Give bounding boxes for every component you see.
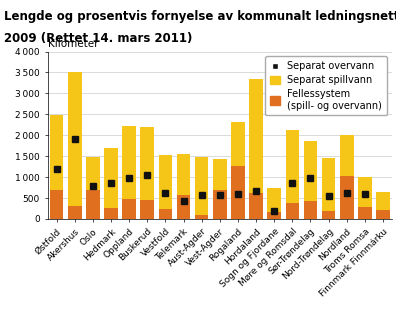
Bar <box>213 191 227 219</box>
Bar <box>286 130 299 204</box>
Bar <box>177 195 190 219</box>
Bar <box>376 192 390 210</box>
Bar <box>158 209 172 219</box>
Bar <box>86 157 100 190</box>
Bar <box>141 127 154 200</box>
Text: Lengde og prosentvis fornyelse av kommunalt ledningsnett.: Lengde og prosentvis fornyelse av kommun… <box>4 10 396 23</box>
Bar <box>267 187 281 212</box>
Bar <box>177 154 190 195</box>
Bar <box>340 135 354 176</box>
Bar <box>249 79 263 193</box>
Bar <box>122 126 136 199</box>
Bar <box>104 208 118 219</box>
Legend: Separat overvann, Separat spillvann, Fellessystem
(spill- og overvann): Separat overvann, Separat spillvann, Fel… <box>265 56 387 116</box>
Bar <box>358 177 371 207</box>
Bar <box>122 199 136 219</box>
Bar <box>86 190 100 219</box>
Bar <box>158 155 172 209</box>
Bar <box>213 159 227 191</box>
Bar <box>231 122 245 166</box>
Bar <box>304 201 317 219</box>
Bar <box>195 215 208 219</box>
Bar <box>50 190 63 219</box>
Bar <box>104 148 118 208</box>
Bar <box>195 157 208 215</box>
Bar <box>267 212 281 219</box>
Bar <box>322 158 335 211</box>
Text: 2009 (Rettet 14. mars 2011): 2009 (Rettet 14. mars 2011) <box>4 32 192 45</box>
Bar <box>340 176 354 219</box>
Bar <box>322 211 335 219</box>
Text: Kilometer: Kilometer <box>48 39 98 49</box>
Bar <box>231 166 245 219</box>
Bar <box>50 115 63 190</box>
Bar <box>141 200 154 219</box>
Bar <box>68 205 82 219</box>
Bar <box>68 72 82 205</box>
Bar <box>249 193 263 219</box>
Bar <box>304 141 317 201</box>
Bar <box>286 204 299 219</box>
Bar <box>358 207 371 219</box>
Bar <box>376 210 390 219</box>
